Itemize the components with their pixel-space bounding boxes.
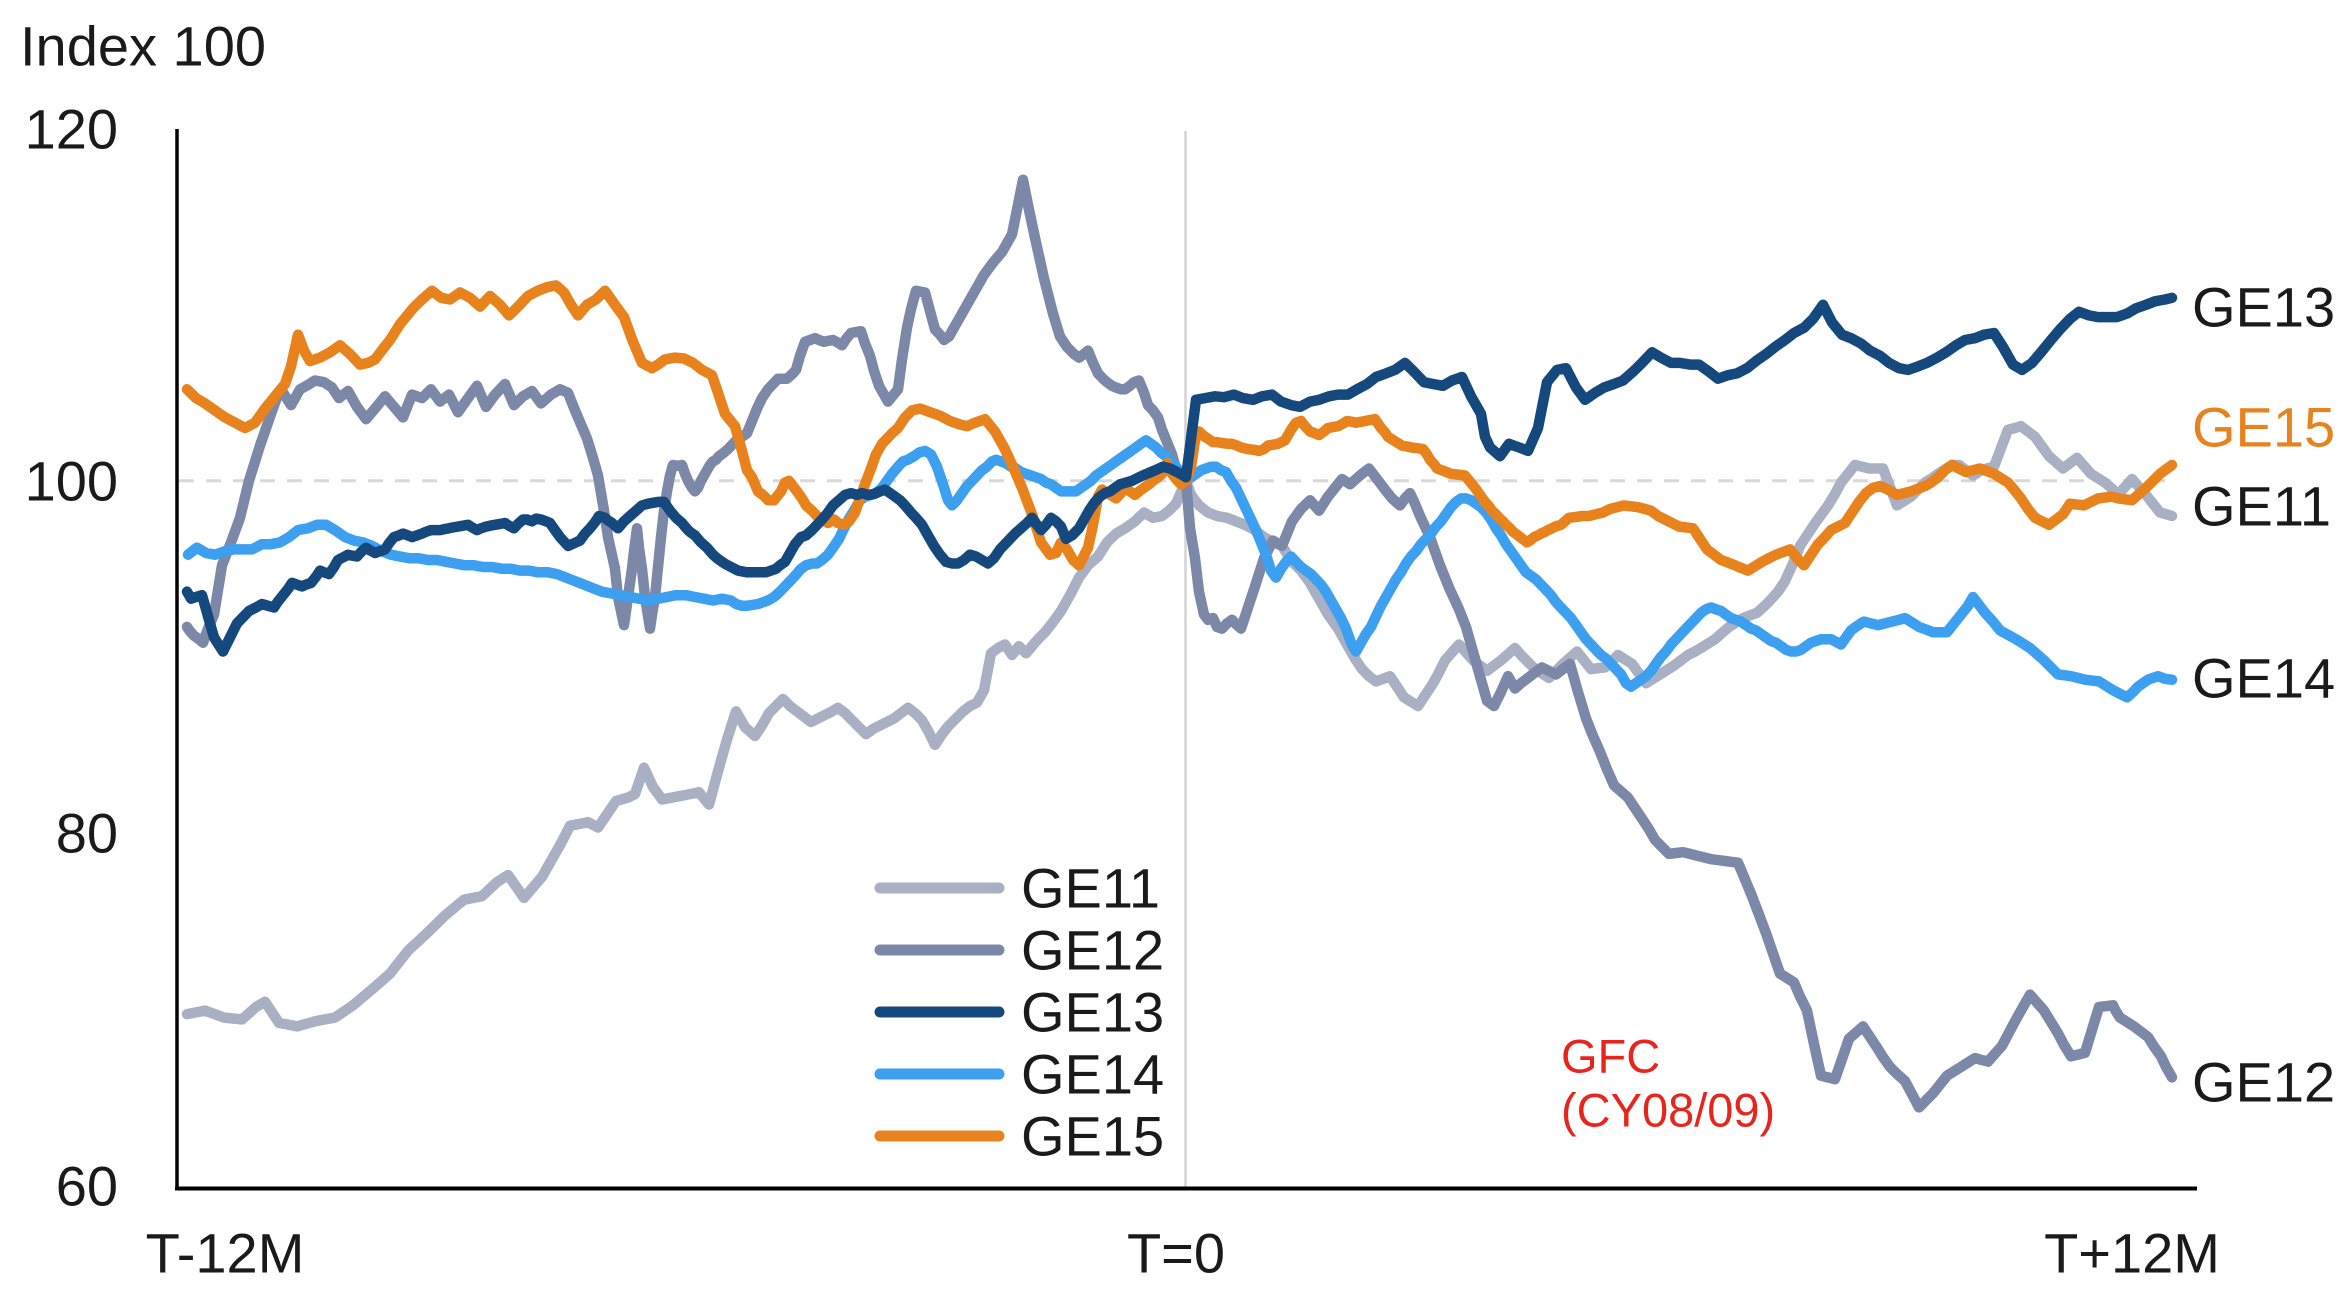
svg-text:(CY08/09): (CY08/09) — [1561, 1084, 1775, 1137]
svg-text:GFC: GFC — [1561, 1030, 1660, 1083]
svg-text:60: 60 — [56, 1155, 118, 1218]
svg-text:GE14: GE14 — [2192, 647, 2335, 710]
svg-text:GE11: GE11 — [2192, 475, 2331, 538]
svg-text:GE15: GE15 — [1021, 1105, 1164, 1168]
svg-text:GE12: GE12 — [1021, 919, 1164, 982]
svg-text:T=0: T=0 — [1127, 1222, 1225, 1285]
svg-text:GE12: GE12 — [2192, 1051, 2335, 1114]
svg-text:GE14: GE14 — [1021, 1043, 1164, 1106]
svg-text:GE13: GE13 — [1021, 981, 1164, 1044]
svg-text:T+12M: T+12M — [2044, 1222, 2220, 1285]
svg-text:T-12M: T-12M — [146, 1222, 305, 1285]
svg-text:GE15: GE15 — [2192, 396, 2335, 459]
svg-text:Index 100: Index 100 — [20, 15, 266, 78]
svg-text:GE13: GE13 — [2192, 276, 2335, 339]
svg-text:GE11: GE11 — [1021, 857, 1160, 920]
svg-text:100: 100 — [25, 450, 118, 513]
svg-text:120: 120 — [25, 98, 118, 161]
svg-text:80: 80 — [56, 802, 118, 865]
